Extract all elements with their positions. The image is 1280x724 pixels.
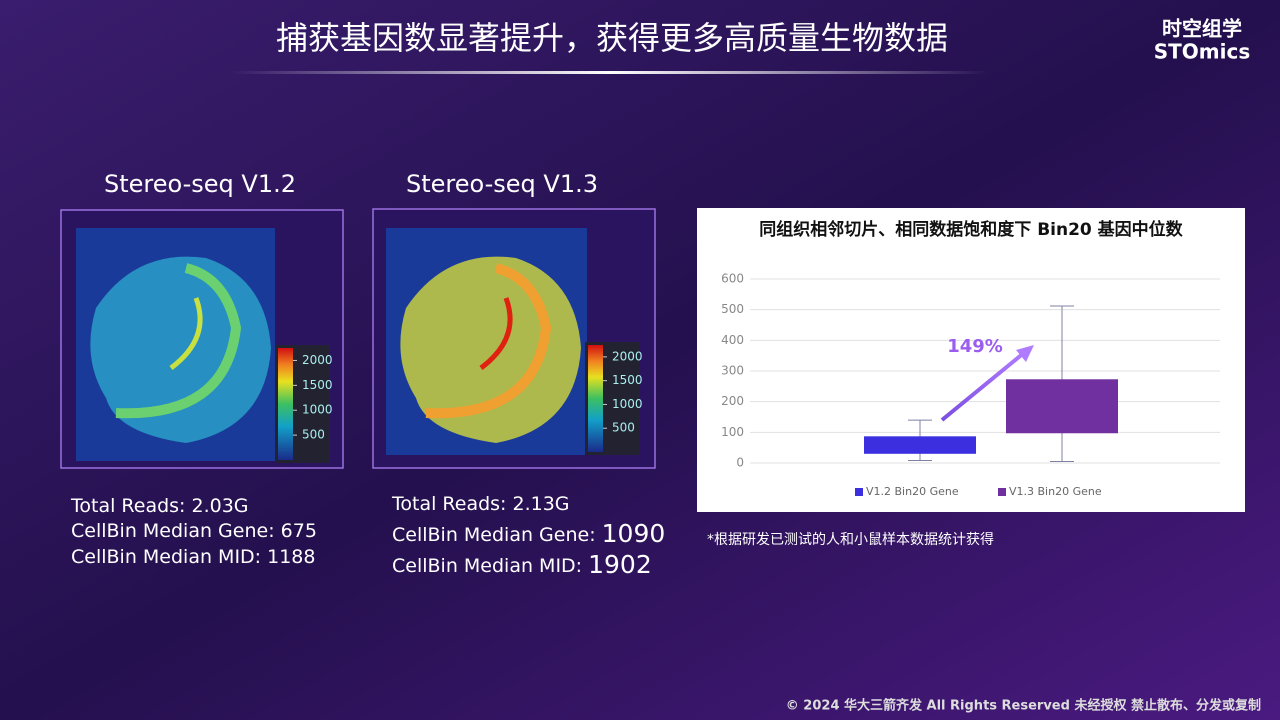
y-tick-label: 300 <box>721 364 744 378</box>
colorbar-tick-label: 1000 <box>612 397 643 411</box>
legend-label: V1.3 Bin20 Gene <box>1009 485 1102 498</box>
chart-panel <box>697 208 1245 512</box>
stat-label: CellBin Median Gene: <box>392 524 602 546</box>
logo-cn: 时空组学 <box>1162 17 1242 41</box>
stat-line: CellBin Median Gene: 675 <box>71 520 317 542</box>
footnote: *根据研发已测试的人和小鼠样本数据统计获得 <box>707 531 994 548</box>
colorbar-tick-label: 500 <box>612 421 635 435</box>
chart-title: 同组织相邻切片、相同数据饱和度下 Bin20 基因中位数 <box>759 219 1183 240</box>
y-tick-label: 400 <box>721 333 744 347</box>
y-tick-label: 200 <box>721 394 744 408</box>
stat-label: Total Reads: 2.13G <box>391 493 570 515</box>
stat-value: 1188 <box>267 546 315 568</box>
panel-title: Stereo-seq V1.2 <box>104 170 296 198</box>
stat-line: CellBin Median MID: 1188 <box>71 546 315 568</box>
tissue-layer <box>479 297 513 370</box>
tissue-layer <box>169 297 203 370</box>
title-underline <box>230 71 990 74</box>
y-tick-label: 600 <box>721 272 744 286</box>
stat-label: CellBin Median MID: <box>392 555 588 577</box>
y-tick-label: 500 <box>721 302 744 316</box>
stat-value: 1902 <box>588 550 652 579</box>
tissue-layer <box>115 263 242 419</box>
colorbar-tick-label: 2000 <box>302 353 333 367</box>
stat-label: CellBin Median MID: <box>71 546 267 568</box>
stat-line: Total Reads: 2.03G <box>70 495 249 517</box>
stat-label: Total Reads: 2.03G <box>70 495 249 517</box>
slide-title: 捕获基因数显著提升，获得更多高质量生物数据 <box>276 19 948 57</box>
y-tick-label: 100 <box>721 425 744 439</box>
colorbar <box>588 345 603 452</box>
legend-swatch <box>998 488 1006 496</box>
annotation: 149% <box>947 336 1003 357</box>
box <box>864 436 976 454</box>
arrow <box>940 350 1027 422</box>
stat-value: 1090 <box>602 519 666 548</box>
stat-line: CellBin Median MID: 1902 <box>392 550 652 579</box>
stat-line: CellBin Median Gene: 1090 <box>392 519 665 548</box>
panel-title: Stereo-seq V1.3 <box>406 170 598 198</box>
colorbar-tick-label: 1000 <box>302 403 333 417</box>
y-tick-label: 0 <box>736 456 744 470</box>
stat-value: 675 <box>281 520 317 542</box>
stat-line: Total Reads: 2.13G <box>391 493 570 515</box>
legend-label: V1.2 Bin20 Gene <box>866 485 959 498</box>
logo-en: STOmics <box>1154 40 1251 64</box>
footer: © 2024 华大三箭齐发 All Rights Reserved 未经授权 禁… <box>786 698 1261 714</box>
colorbar-tick-label: 1500 <box>612 373 643 387</box>
tissue-layer <box>425 263 552 419</box>
colorbar <box>278 348 293 460</box>
arrow-head <box>1016 345 1034 362</box>
box <box>1006 379 1118 434</box>
colorbar-tick-label: 1500 <box>302 378 333 392</box>
colorbar-tick-label: 2000 <box>612 349 643 363</box>
stat-label: CellBin Median Gene: <box>71 520 281 542</box>
colorbar-tick-label: 500 <box>302 428 325 442</box>
legend-swatch <box>855 488 863 496</box>
